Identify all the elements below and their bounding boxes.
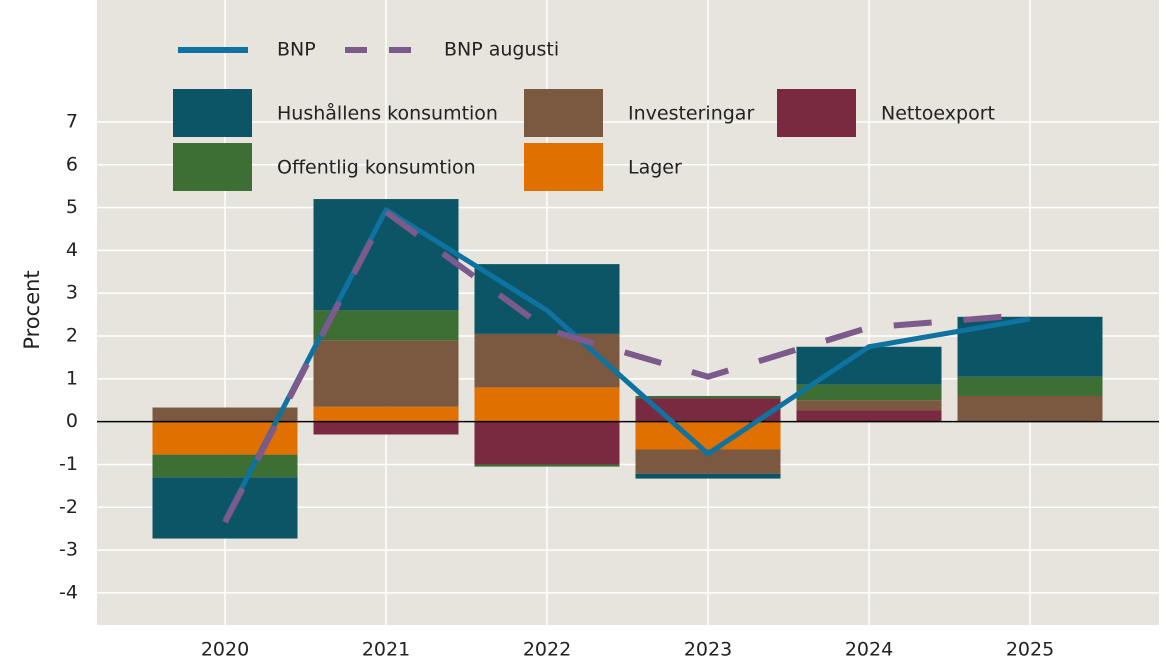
line-series [222,208,1031,524]
bar-segment [152,454,298,478]
bar-segment [796,400,942,411]
y-tick-label: -1 [59,453,78,475]
bar-segment [474,333,620,388]
y-tick-label: -4 [59,581,78,603]
bar-segment [313,406,459,422]
y-tick-label: 3 [66,282,78,304]
y-tick-label: -2 [59,496,78,518]
bar-segment [635,473,781,479]
legend-swatch [173,143,252,191]
bar-segment [474,387,620,422]
y-tick-label: 4 [66,239,78,261]
y-axis-label: Procent [20,270,44,349]
bar-segment [152,477,298,539]
bar-segment [957,376,1103,396]
legend-swatch [524,143,603,191]
bar-segment [152,407,298,422]
legend-label: Hushållens konsumtion [277,102,498,125]
bar-segment [474,464,620,467]
bar-segment [635,421,781,450]
bar-segment [796,410,942,422]
bar-segment [635,395,781,399]
y-tick-label: 1 [66,367,78,389]
bar-segment [313,310,459,341]
x-tick-label: 2025 [1006,639,1054,661]
y-tick-label: 7 [66,111,78,133]
legend-swatch [524,89,603,137]
bar-segment [474,264,620,334]
legend-label: BNP [277,39,316,61]
bar-segment [474,421,620,465]
x-tick-label: 2023 [684,639,732,661]
y-tick-label: 2 [66,325,78,347]
legend-label: Offentlig konsumtion [277,157,476,179]
bar-segment [957,395,1103,422]
legend-label: Lager [628,157,682,179]
bar-segment [313,421,459,435]
y-tick-label: 5 [66,196,78,218]
bar-segment [796,384,942,401]
legend-swatch [173,89,252,137]
bar-segment [313,199,459,311]
y-tick-label: 6 [66,153,78,175]
legend-label: BNP augusti [444,39,559,61]
x-tick-label: 2022 [523,639,571,661]
x-tick-label: 2024 [845,639,893,661]
bar-segment [635,398,781,422]
y-tick-label: 0 [66,410,78,432]
bar-segment [313,340,459,407]
legend-label: Investeringar [628,103,754,125]
x-tick-label: 2021 [362,639,410,661]
x-tick-label: 2020 [201,639,249,661]
legend-swatch [777,89,856,137]
legend-label: Nettoexport [881,103,995,125]
y-tick-label: -3 [59,539,78,561]
